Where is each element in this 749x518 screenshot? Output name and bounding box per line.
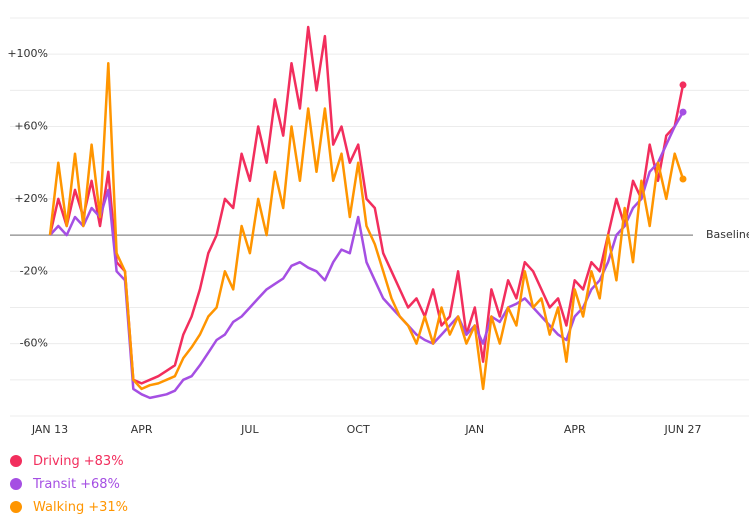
x-tick-label: OCT <box>347 423 370 436</box>
x-tick-label: JUL <box>240 423 259 436</box>
legend-value: +68% <box>80 477 120 492</box>
x-tick-label: JUN 27 <box>663 423 701 436</box>
y-tick-label: +100% <box>7 47 48 60</box>
series-line <box>48 61 685 391</box>
legend-marker <box>10 455 22 467</box>
legend-value: +83% <box>84 454 124 469</box>
baseline-label: Baseline <box>706 228 749 241</box>
series-line <box>49 111 685 400</box>
legend-label: Driving +83% <box>33 454 124 469</box>
legend-name: Transit <box>32 477 76 492</box>
y-tick-label: -20% <box>20 264 48 277</box>
series-line <box>48 25 685 385</box>
legend-name: Driving <box>33 454 80 469</box>
y-tick-label: -60% <box>20 337 48 350</box>
legend-name: Walking <box>33 500 84 515</box>
y-tick-label: +60% <box>14 120 48 133</box>
legend-marker <box>10 501 22 513</box>
end-dot <box>679 108 687 116</box>
x-tick-label: JAN 13 <box>31 423 68 436</box>
legend-label: Walking +31% <box>33 500 128 515</box>
y-tick-label: +20% <box>14 192 48 205</box>
legend: Driving +83% Transit +68% Walking +31% <box>10 454 128 515</box>
x-tick-label: JAN <box>464 423 484 436</box>
legend-value: +31% <box>88 500 128 515</box>
end-dot <box>679 81 687 89</box>
x-tick-label: APR <box>564 423 586 436</box>
legend-label: Transit +68% <box>32 477 120 492</box>
end-dot <box>679 175 687 183</box>
x-tick-label: APR <box>131 423 153 436</box>
legend-marker <box>10 478 22 490</box>
